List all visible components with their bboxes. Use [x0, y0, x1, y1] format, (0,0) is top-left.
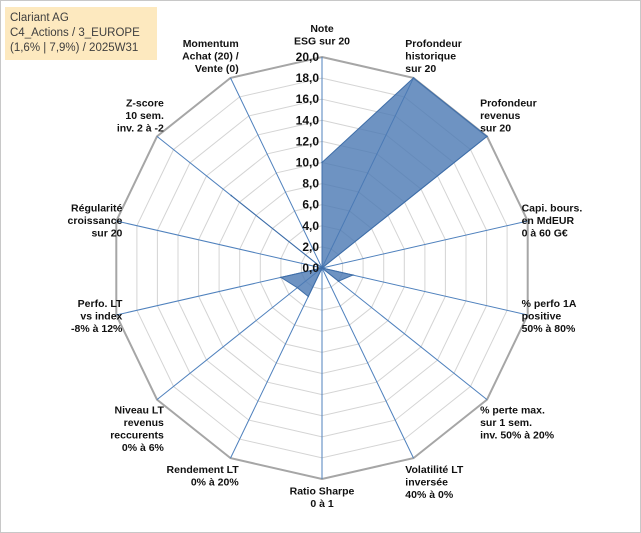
series-area: [230, 77, 488, 298]
axis-label: Profondeur historique sur 20: [405, 38, 462, 75]
tick-label: 20,0: [296, 50, 320, 64]
axis-spoke: [230, 267, 323, 459]
axis-spoke: [321, 267, 488, 400]
info-box: Clariant AG C4_Actions / 3_EUROPE (1,6% …: [5, 7, 157, 60]
data-point: [307, 295, 310, 298]
data-point: [230, 194, 233, 197]
axis-label: Volatilité LT inversée 40% à 0%: [405, 464, 464, 501]
axis-spoke: [230, 77, 323, 269]
axis-label: Z-score 10 sem. inv. 2 à -2: [117, 97, 164, 134]
tick-label: 0,0: [302, 261, 319, 275]
axis-label: Momentum Achat (20) / Vente (0): [182, 38, 239, 75]
data-point: [352, 274, 354, 276]
axis-label: % perfo 1A positive 50% à 80%: [522, 298, 577, 335]
axis-spoke: [321, 220, 528, 269]
tick-label: 18,0: [296, 71, 320, 85]
tick-label: 12,0: [296, 134, 320, 148]
axis-spoke: [321, 267, 414, 459]
axis-label: Régularité croissance sur 20: [68, 202, 123, 239]
axis-spoke: [321, 267, 528, 316]
data-point: [337, 280, 340, 283]
tick-label: 8,0: [302, 177, 319, 191]
tick-label: 2,0: [302, 240, 319, 254]
axis-label: Niveau LT revenus reccurents 0% à 6%: [110, 404, 164, 454]
tick-label: 4,0: [302, 219, 319, 233]
tick-label: 14,0: [296, 113, 320, 127]
portfolio-category: C4_Actions / 3_EUROPE: [10, 27, 140, 39]
data-point: [321, 161, 323, 164]
data-point: [321, 267, 323, 269]
axis-spoke: [116, 220, 323, 269]
data-point: [296, 286, 299, 289]
tick-label: 16,0: [296, 92, 320, 106]
tick-label: 6,0: [302, 198, 319, 212]
axis-label: % perte max. sur 1 sem. inv. 50% à 20%: [480, 404, 555, 441]
perf-week: (1,6% | 7,9%) / 2025W31: [10, 42, 139, 54]
data-point: [486, 135, 488, 138]
data-point: [280, 276, 282, 279]
axis-spoke: [156, 267, 323, 400]
tick-label: 10,0: [296, 156, 320, 170]
axis-label: Ratio Sharpe 0 à 1: [290, 485, 355, 510]
axis-label: Perfo. LT vs index -8% à 12%: [71, 298, 123, 335]
axis-label: Profondeur revenus sur 20: [480, 97, 537, 134]
axis-label: Rendement LT 0% à 20%: [167, 464, 240, 489]
data-point: [412, 77, 415, 79]
axis-label: Note ESG sur 20: [294, 23, 350, 48]
company-name: Clariant AG: [10, 12, 69, 24]
axis-label: Capi. bours. en MdEUR 0 à 60 G€: [522, 202, 583, 239]
